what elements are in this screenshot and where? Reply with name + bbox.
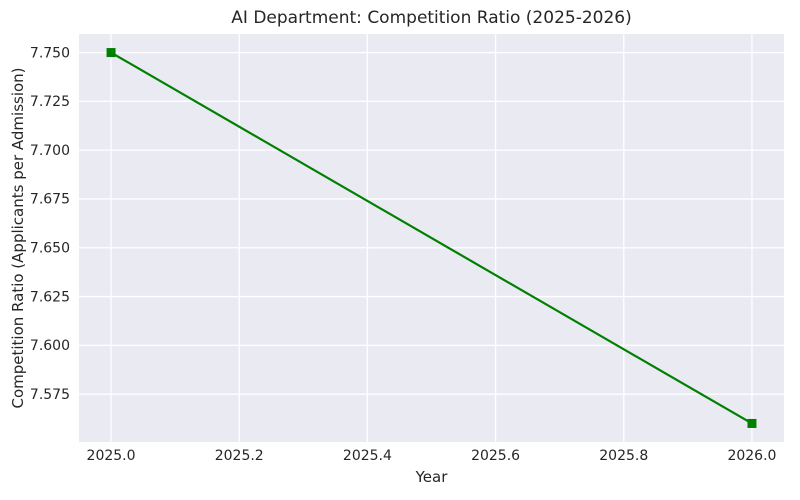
y-tick-label: 7.625 [30,289,70,305]
chart-title: AI Department: Competition Ratio (2025-2… [231,8,632,28]
y-tick-label: 7.675 [30,192,70,208]
data-line [110,51,753,425]
y-axis-label: Competition Ratio (Applicants per Admiss… [9,67,27,409]
y-tick-label: 7.750 [30,45,70,61]
y-tick-label: 7.725 [30,94,70,110]
y-tick-label: 7.700 [30,143,70,159]
data-point-marker [747,418,757,428]
x-tick-label: 2025.8 [599,448,648,464]
x-tick-label: 2025.6 [471,448,520,464]
x-tick-label: 2025.0 [87,448,136,464]
y-tick-label: 7.650 [30,241,70,257]
x-axis-label: Year [415,468,448,486]
y-tick-label: 7.600 [30,338,70,354]
x-tick-label: 2025.2 [215,448,264,464]
data-point-marker [106,48,116,58]
x-tick-label: 2026.0 [727,448,776,464]
y-tick-label: 7.575 [30,387,70,403]
x-tick-label: 2025.4 [343,448,392,464]
